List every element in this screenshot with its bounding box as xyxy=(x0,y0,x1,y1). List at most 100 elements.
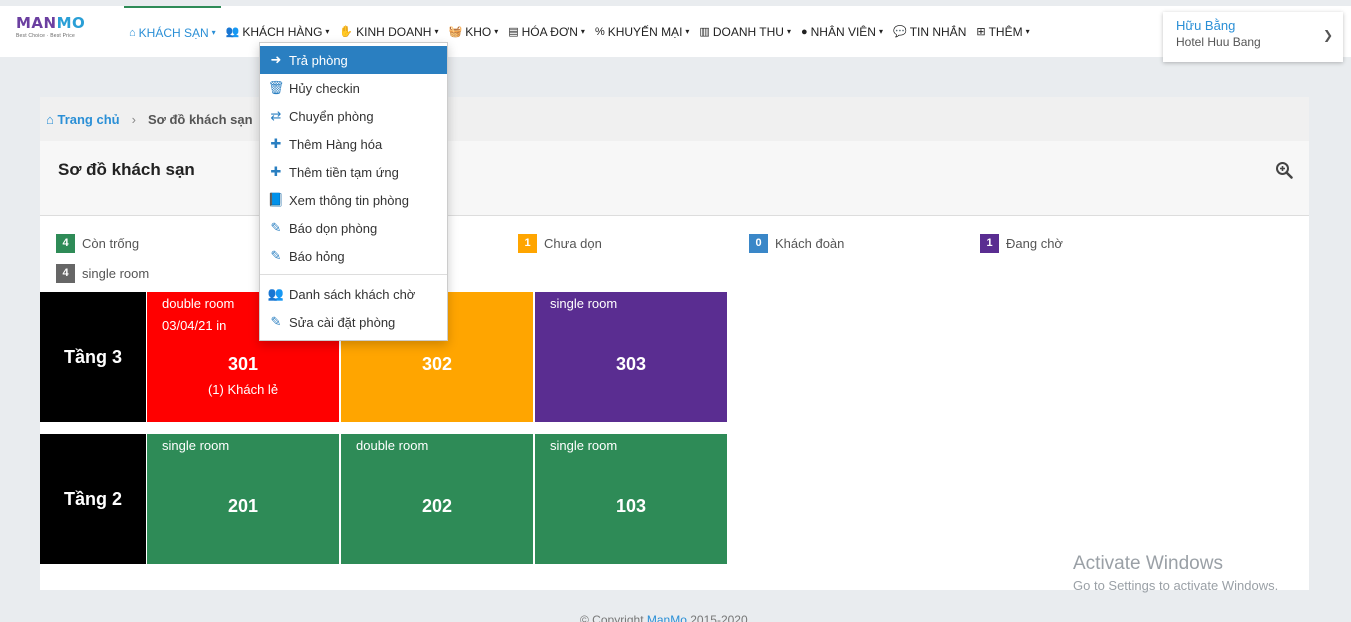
brand-logo[interactable]: MANMO Best Choice · Best Price xyxy=(16,14,98,44)
plus-icon: ✚ xyxy=(270,164,282,179)
nav-khach-hang[interactable]: 👥 KHÁCH HÀNG ▾ xyxy=(221,6,335,57)
nav-them[interactable]: ⊞ THÊM ▾ xyxy=(971,6,1034,57)
menu-item-xem-thong-tin-phong[interactable]: 📘 Xem thông tin phòng xyxy=(260,186,447,214)
menu-item-huy-checkin[interactable]: 🗑 Hủy checkin xyxy=(260,74,447,102)
nav-khach-san[interactable]: ⌂ KHÁCH SẠN ▾ xyxy=(124,6,221,57)
menu-item-bao-don-phong[interactable]: ✎ Báo dọn phòng xyxy=(260,214,447,242)
floor-label: Tầng 3 xyxy=(40,292,146,422)
room-type: single room xyxy=(550,438,618,453)
breadcrumb-home[interactable]: ⌂ Trang chủ xyxy=(46,112,120,127)
breadcrumb-home-label: Trang chủ xyxy=(57,111,120,127)
menu-item-sua-cai-dat-phong[interactable]: ✎ Sửa cài đặt phòng xyxy=(260,308,447,336)
legend-label: single room xyxy=(82,266,150,281)
nav-label: KHÁCH SẠN xyxy=(138,25,209,40)
legend-item-con-trong[interactable]: 4 Còn trống xyxy=(56,234,139,253)
menu-item-danh-sach-khach-cho[interactable]: 👥 Danh sách khách chờ xyxy=(260,280,447,308)
nav-tin-nhan[interactable]: 💬 TIN NHẮN xyxy=(888,6,971,57)
legend-label: Chưa dọn xyxy=(544,236,602,251)
comment-icon: 💬 xyxy=(892,26,907,38)
room-type: double room xyxy=(162,296,235,311)
legend-item-chua-don[interactable]: 1 Chưa dọn xyxy=(518,234,602,253)
legend-badge: 1 xyxy=(980,234,999,253)
nav-label: KHO xyxy=(465,24,492,39)
chevron-down-icon: ▾ xyxy=(685,27,690,36)
breadcrumb-separator: › xyxy=(131,111,136,127)
file-icon: ▤ xyxy=(508,26,519,38)
menu-item-label: Báo hỏng xyxy=(289,248,345,264)
logo-text-a: MAN xyxy=(16,14,57,32)
logo-text-b: MO xyxy=(56,14,86,32)
room-201[interactable]: single room 201 xyxy=(147,434,339,564)
menu-item-label: Sửa cài đặt phòng xyxy=(289,314,396,330)
room-202[interactable]: double room 202 xyxy=(341,434,533,564)
zoom-in-icon[interactable] xyxy=(1275,161,1293,179)
footer-copyright: © Copyright ManMo 2015-2020 xyxy=(580,613,748,622)
nav-label: NHÂN VIÊN xyxy=(810,24,876,39)
floor-label: Tầng 2 xyxy=(40,434,146,564)
menu-item-chuyen-phong[interactable]: ⇄ Chuyển phòng xyxy=(260,102,447,130)
menu-item-them-hang-hoa[interactable]: ✚ Thêm Hàng hóa xyxy=(260,130,447,158)
menu-item-label: Xem thông tin phòng xyxy=(289,192,409,208)
edit-icon: ✎ xyxy=(270,220,282,235)
main-nav: ⌂ KHÁCH SẠN ▾ 👥 KHÁCH HÀNG ▾ ✋ KINH DOAN… xyxy=(124,6,1035,57)
exchange-icon: ⇄ xyxy=(270,108,282,123)
menu-item-them-tien-tam-ung[interactable]: ✚ Thêm tiền tạm ứng xyxy=(260,158,447,186)
legend-label: Còn trống xyxy=(82,236,140,251)
sign-out-icon: ➜ xyxy=(270,52,282,67)
users-icon: 👥 xyxy=(225,26,240,38)
page-title: Sơ đồ khách sạn xyxy=(58,160,195,179)
legend-item-dang-cho[interactable]: 1 Đang chờ xyxy=(980,234,1063,253)
home-icon: ⌂ xyxy=(46,111,58,127)
nav-kinh-doanh[interactable]: ✋ KINH DOANH ▾ xyxy=(334,6,443,57)
watermark-subtitle: Go to Settings to activate Windows. xyxy=(1073,578,1279,593)
room-number: 202 xyxy=(421,496,453,516)
legend-badge: 1 xyxy=(518,234,537,253)
bar-chart-icon: ▥ xyxy=(699,26,710,38)
nav-label: KHUYẾN MẠI xyxy=(607,24,683,39)
chevron-down-icon: ▾ xyxy=(1025,27,1030,36)
plus-square-icon: ⊞ xyxy=(976,26,986,38)
breadcrumb: ⌂ Trang chủ › Sơ đồ khách sạn xyxy=(40,97,1309,141)
nav-label: TIN NHẮN xyxy=(909,24,967,39)
menu-item-label: Báo dọn phòng xyxy=(289,220,378,236)
room-number: 302 xyxy=(421,354,453,374)
room-301[interactable]: double room 03/04/21 in 301 (1) Khách lẻ xyxy=(147,292,339,422)
edit-icon: ✎ xyxy=(270,314,282,329)
panel-header: Sơ đồ khách sạn xyxy=(40,141,1309,216)
hotel-map-panel: Sơ đồ khách sạn 4 Còn trống 1 Chưa dọn 0… xyxy=(40,141,1309,590)
logo-tagline: Best Choice · Best Price xyxy=(16,33,75,39)
menu-item-bao-hong[interactable]: ✎ Báo hỏng xyxy=(260,242,447,270)
room-type: double room xyxy=(356,438,429,453)
user-selector[interactable]: Hữu Bằng Hotel Huu Bang ❯ xyxy=(1163,12,1343,62)
copyright-brand-link[interactable]: ManMo xyxy=(646,613,687,622)
room-action-menu: ➜ Trả phòng 🗑 Hủy checkin ⇄ Chuyển phòng… xyxy=(259,42,448,341)
chevron-down-icon: ▾ xyxy=(211,28,216,37)
plus-icon: ✚ xyxy=(270,136,282,151)
chevron-down-icon: ▾ xyxy=(878,27,883,36)
menu-item-label: Thêm tiền tạm ứng xyxy=(289,164,399,180)
legend-item-khach-doan[interactable]: 0 Khách đoàn xyxy=(749,234,844,253)
room-guest: (1) Khách lẻ xyxy=(207,382,279,397)
nav-label: KHÁCH HÀNG xyxy=(242,24,323,39)
home-icon: ⌂ xyxy=(129,26,136,39)
chevron-down-icon: ▾ xyxy=(325,27,330,36)
nav-label: HÓA ĐƠN xyxy=(521,24,578,39)
chevron-down-icon: ❯ xyxy=(1322,28,1333,42)
room-number: 201 xyxy=(227,496,259,516)
legend-label: Khách đoàn xyxy=(775,236,845,251)
watermark-title: Activate Windows xyxy=(1073,553,1223,574)
nav-doanh-thu[interactable]: ▥ DOANH THU ▾ xyxy=(694,6,796,57)
room-103[interactable]: single room 103 xyxy=(535,434,727,564)
chevron-down-icon: ▾ xyxy=(786,27,791,36)
nav-nhan-vien[interactable]: ● NHÂN VIÊN ▾ xyxy=(796,6,888,57)
menu-item-tra-phong[interactable]: ➜ Trả phòng xyxy=(260,46,447,74)
legend-item-single-room[interactable]: 4 single room xyxy=(56,264,149,283)
nav-kho[interactable]: 🧺 KHO ▾ xyxy=(443,6,503,57)
nav-label: KINH DOANH xyxy=(356,24,432,39)
legend-badge: 4 xyxy=(56,264,75,283)
nav-khuyen-mai[interactable]: % KHUYẾN MẠI ▾ xyxy=(590,6,694,57)
menu-item-label: Danh sách khách chờ xyxy=(289,286,416,302)
room-303[interactable]: single room 303 xyxy=(535,292,727,422)
menu-item-label: Trả phòng xyxy=(289,52,348,68)
nav-hoa-don[interactable]: ▤ HÓA ĐƠN ▾ xyxy=(503,6,590,57)
